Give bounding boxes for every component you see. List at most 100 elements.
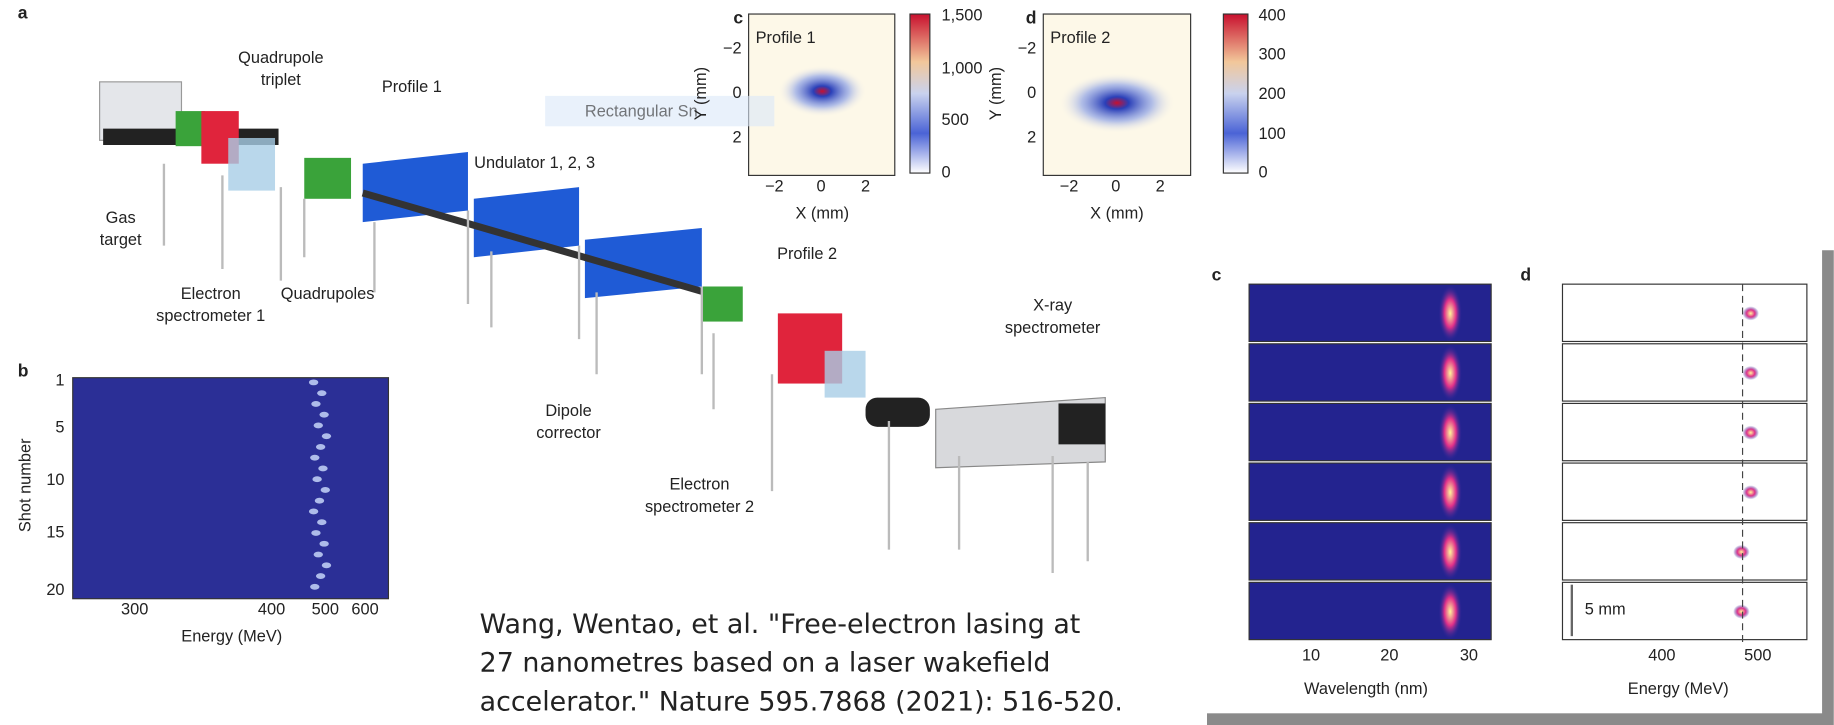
annotation: Electron	[669, 476, 729, 494]
spot	[319, 412, 328, 418]
spot	[1743, 306, 1759, 320]
panel-label: c	[733, 7, 743, 27]
annotation: Quadrupoles	[281, 285, 375, 303]
colorbar-tick-label: 0	[1258, 163, 1267, 181]
annotation: spectrometer	[1005, 319, 1101, 337]
x-tick-label: 500	[1744, 646, 1771, 664]
annotation: Quadrupole	[238, 49, 324, 67]
x-tick-label: 400	[258, 601, 285, 619]
y-tick-label: −2	[1018, 39, 1037, 57]
y-tick-label: 15	[46, 524, 64, 542]
colorbar-tick-label: 400	[1258, 7, 1285, 25]
x-tick-label: 0	[1111, 177, 1120, 195]
citation-line: 27 nanometres based on a laser wakefield	[480, 648, 1051, 679]
colorbar-tick-label: 300	[1258, 45, 1285, 63]
spot	[1733, 605, 1749, 619]
x-axis-label: Energy (MeV)	[181, 628, 282, 646]
x-tick-label: 400	[1648, 646, 1675, 664]
x-axis-label: Wavelength (nm)	[1304, 680, 1428, 698]
y-tick-label: 0	[732, 84, 741, 102]
spot	[316, 573, 325, 579]
x-tick-label: 0	[817, 177, 826, 195]
x-tick-label: 2	[861, 177, 870, 195]
y-tick-label: 1	[55, 372, 64, 390]
plot-title: Profile 2	[1050, 29, 1110, 47]
strip	[1562, 523, 1806, 580]
spot	[317, 519, 326, 525]
y-tick-label: 10	[46, 471, 64, 489]
x-axis-label: X (mm)	[795, 204, 849, 222]
spot	[310, 584, 319, 590]
peak	[1439, 405, 1462, 461]
x-axis-label: X (mm)	[1090, 204, 1144, 222]
spot	[316, 444, 325, 450]
x-tick-label: 300	[121, 601, 148, 619]
x-axis-label: Energy (MeV)	[1628, 680, 1729, 698]
spot	[321, 487, 330, 493]
beam-spot	[1058, 73, 1175, 134]
spot	[1743, 485, 1759, 499]
annotation: Undulator 1, 2, 3	[474, 154, 595, 172]
y-tick-label: 2	[1027, 128, 1036, 146]
annotation: corrector	[536, 424, 601, 442]
strip	[1562, 403, 1806, 460]
spectrum-plot	[73, 378, 389, 599]
citation-line: Wang, Wentao, et al. "Free-electron lasi…	[480, 609, 1081, 640]
y-tick-label: −2	[723, 39, 742, 57]
colorbar-tick-label: 200	[1258, 85, 1285, 103]
y-tick-label: 20	[46, 581, 64, 599]
spot	[1743, 426, 1759, 440]
colorbar	[910, 14, 930, 173]
y-tick-label: 0	[1027, 84, 1036, 102]
panel-label: b	[18, 360, 29, 380]
strip	[1562, 284, 1806, 341]
spot	[309, 379, 318, 385]
spot	[311, 530, 320, 536]
annotation: triplet	[261, 71, 301, 89]
beam-spot	[778, 65, 867, 116]
spot	[322, 433, 331, 439]
peak	[1439, 285, 1462, 341]
colorbar-tick-label: 1,500	[942, 7, 983, 25]
annotation: Profile 1	[382, 78, 442, 96]
spot	[1733, 545, 1749, 559]
y-tick-label: 2	[732, 128, 741, 146]
y-axis-label: Y (mm)	[987, 67, 1005, 120]
annotation: Electron	[181, 285, 241, 303]
peak	[1439, 584, 1462, 640]
plot-title: Profile 1	[756, 29, 816, 47]
spot	[318, 466, 327, 472]
annotation: Gas	[106, 209, 136, 227]
spot	[309, 509, 318, 515]
x-tick-label: 20	[1380, 646, 1398, 664]
peak	[1439, 345, 1462, 401]
page: { "figure_left": { "panel_labels": ["a",…	[0, 0, 1834, 725]
x-tick-label: 600	[351, 601, 378, 619]
colorbar-tick-label: 0	[942, 163, 951, 181]
spot	[314, 422, 323, 428]
spot	[317, 390, 326, 396]
annotation: target	[100, 231, 142, 249]
annotation: Profile 2	[777, 245, 837, 263]
panel-label: d	[1520, 265, 1531, 285]
spot	[314, 552, 323, 558]
x-tick-label: 30	[1460, 646, 1478, 664]
colorbar-tick-label: 500	[942, 111, 969, 129]
colorbar	[1223, 14, 1248, 173]
slide: abcdcdQuadrupoletripletProfile 1Undulato…	[0, 0, 1834, 725]
spot	[310, 455, 319, 461]
colorbar-tick-label: 100	[1258, 125, 1285, 143]
spot	[315, 498, 324, 504]
peak	[1439, 524, 1462, 580]
x-tick-label: 10	[1302, 646, 1320, 664]
y-axis-label: Shot number	[16, 438, 34, 532]
scale-label: 5 mm	[1585, 601, 1626, 619]
spot	[319, 541, 328, 547]
overlay-label: Rectangular Sn	[585, 103, 698, 121]
annotation: spectrometer 2	[645, 498, 754, 516]
spot	[1743, 366, 1759, 380]
annotation: X-ray	[1033, 297, 1073, 315]
strip	[1562, 463, 1806, 520]
panel-label: d	[1026, 7, 1037, 27]
spot	[311, 401, 320, 407]
